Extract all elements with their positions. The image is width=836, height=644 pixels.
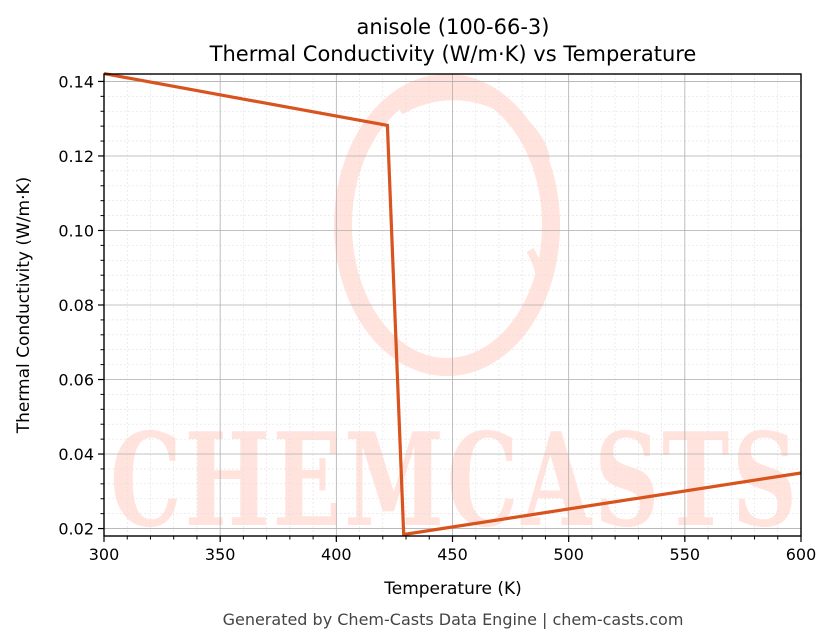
chart-subtitle: Thermal Conductivity (W/m·K) vs Temperat… — [209, 42, 697, 66]
x-tick-label: 350 — [205, 545, 236, 564]
x-tick-label: 400 — [321, 545, 352, 564]
y-tick-label: 0.04 — [58, 445, 94, 464]
x-tick-label: 600 — [786, 545, 817, 564]
y-tick-label: 0.08 — [58, 296, 94, 315]
series-line-0 — [103, 72, 802, 537]
y-axis-label: Thermal Conductivity (W/m·K) — [14, 177, 34, 435]
y-tick-label: 0.02 — [58, 520, 94, 539]
x-axis-ticks: 300 350 400 450 500 550 600 — [89, 536, 817, 564]
series-layer — [103, 72, 802, 537]
x-tick-label: 500 — [553, 545, 584, 564]
x-tick-label: 300 — [89, 545, 120, 564]
watermark-wordmark: CHEMCASTS — [110, 406, 800, 556]
x-tick-label: 550 — [670, 545, 701, 564]
y-tick-label: 0.14 — [58, 72, 94, 91]
y-axis-ticks: 0.02 0.04 0.06 0.08 0.10 0.12 0.14 — [58, 72, 104, 539]
y-tick-label: 0.12 — [58, 147, 94, 166]
watermark-swirl-ring — [334, 74, 560, 376]
watermark-swirl-stroke — [397, 90, 550, 161]
y-tick-label: 0.10 — [58, 221, 94, 240]
y-tick-label: 0.06 — [58, 371, 94, 390]
x-axis-label: Temperature (K) — [383, 579, 522, 599]
footer-credit: Generated by Chem-Casts Data Engine | ch… — [223, 610, 684, 629]
chemcasts-watermark-logo: CHEMCASTS — [110, 74, 800, 556]
x-tick-label: 450 — [437, 545, 468, 564]
chart-title: anisole (100-66-3) — [357, 15, 550, 39]
